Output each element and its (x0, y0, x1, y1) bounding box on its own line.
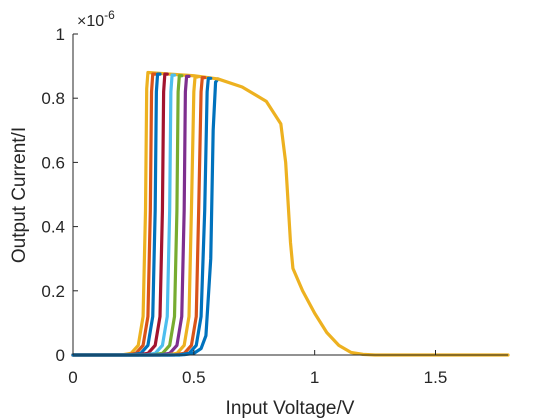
x-tick-label: 0.5 (182, 368, 206, 387)
y-tick-label: 1 (56, 25, 65, 44)
y-tick-label: 0.8 (41, 89, 65, 108)
ticks-layer: 0 0.5 1 1.5 0 0.2 0.4 0.6 0.8 1 (41, 25, 447, 387)
x-axis-label: Input Voltage/V (226, 398, 355, 419)
y-axis-exponent-base: ×10 (77, 13, 104, 30)
y-tick-label: 0.4 (41, 218, 65, 237)
y-axis-exponent-power: -6 (104, 8, 115, 22)
x-tick-label: 0 (68, 368, 77, 387)
y-axis-exponent: ×10-6 (77, 8, 115, 30)
y-tick-label: 0.6 (41, 153, 65, 172)
series-line-2 (71, 70, 510, 357)
y-tick-label: 0.2 (41, 282, 65, 301)
series-layer (71, 70, 510, 357)
x-tick-label: 1 (310, 368, 319, 387)
x-tick-label: 1.5 (424, 368, 448, 387)
axes-layer (72, 34, 508, 356)
series-line-7 (71, 74, 184, 357)
y-axis-label: Output Current/I (9, 127, 30, 263)
series-line-11 (71, 76, 213, 357)
y-tick-label: 0 (56, 346, 65, 365)
